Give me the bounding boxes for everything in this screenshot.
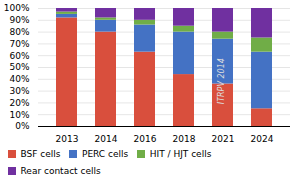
html-text:Rear contact cells: Rear contact cells (20, 165, 101, 176)
svg-text:70%: 70% (9, 39, 29, 49)
svg-text:2013: 2013 (56, 134, 79, 144)
svg-text:2021: 2021 (212, 134, 235, 144)
svg-text:2014: 2014 (95, 134, 118, 144)
svg-text:ITRPV 2014: ITRPV 2014 (217, 58, 226, 104)
svg-text:2024: 2024 (251, 134, 274, 144)
svg-text:40%: 40% (9, 74, 29, 84)
svg-text:20%: 20% (9, 98, 29, 108)
svg-text:60%: 60% (9, 51, 29, 61)
html-text:PERC cells: PERC cells (82, 149, 129, 160)
svg-text:100%: 100% (4, 3, 30, 13)
html-text:BSF cells: BSF cells (20, 149, 61, 160)
html-text:HIT / HJT cells: HIT / HJT cells (149, 149, 212, 160)
svg-text:0%: 0% (15, 121, 30, 131)
svg-text:2018: 2018 (173, 134, 196, 144)
svg-text:10%: 10% (9, 110, 29, 120)
svg-text:90%: 90% (9, 15, 29, 25)
svg-text:80%: 80% (9, 27, 29, 37)
svg-text:2016: 2016 (134, 134, 157, 144)
svg-text:30%: 30% (9, 86, 29, 96)
svg-text:50%: 50% (9, 62, 29, 72)
